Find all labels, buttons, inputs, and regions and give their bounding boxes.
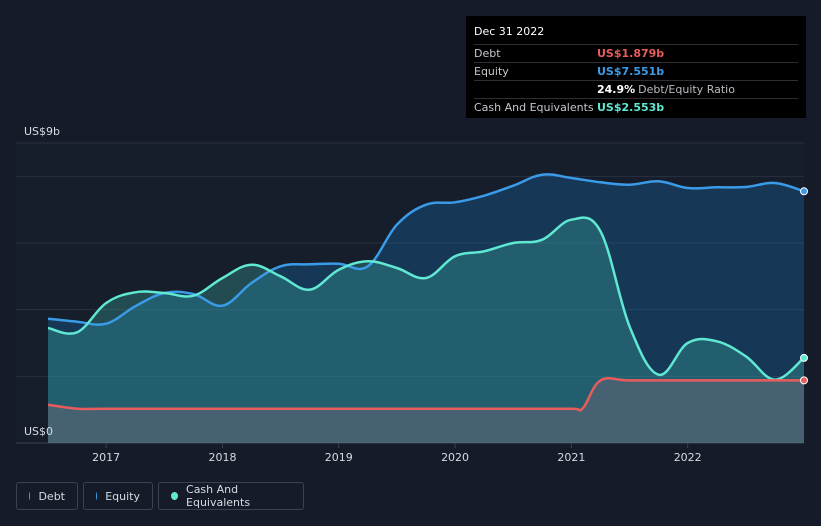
chart-end-markers: [800, 187, 808, 385]
legend-label-cash: Cash And Equivalents: [186, 483, 251, 509]
tooltip-row-ratio: 24.9% Debt/Equity Ratio: [474, 80, 798, 98]
x-tick-label: 2017: [92, 451, 120, 464]
plot-background: [16, 143, 804, 443]
cash-and-equivalents-line: [47, 216, 805, 381]
equity-line: [47, 173, 805, 326]
legend-label-equity: Equity: [105, 489, 140, 503]
chart-areas: [48, 174, 804, 443]
tooltip-label-equity: Equity: [474, 65, 509, 78]
tooltip-row-debt: Debt US$1.879b: [474, 44, 798, 62]
x-tick-label: 2019: [325, 451, 353, 464]
equity-legend-dot-icon: [96, 492, 98, 500]
cash-and-equivalents-end-marker: [800, 353, 808, 362]
tooltip-label-debt: Debt: [474, 47, 501, 60]
tooltip-row-equity: Equity US$7.551b: [474, 62, 798, 80]
debt-area: [48, 378, 804, 443]
legend-item-equity[interactable]: Equity: [83, 482, 153, 510]
legend-item-debt[interactable]: Debt: [16, 482, 78, 510]
legend-label-debt: Debt: [38, 489, 65, 503]
tooltip-value-equity: US$7.551b: [597, 65, 665, 78]
y-axis-bottom-label: US$0: [24, 425, 53, 438]
tooltip-label-cash: Cash And Equivalents: [474, 101, 594, 114]
debt-line: [47, 376, 804, 412]
chart-grid: [16, 142, 804, 444]
tooltip-value-ratio: 24.9%: [597, 83, 636, 96]
tooltip-ratio-caption: Debt/Equity Ratio: [638, 83, 735, 96]
cash-and-equivalents-area: [48, 217, 804, 443]
debt-end-marker: [800, 376, 808, 385]
y-axis-top-label: US$9b: [24, 125, 60, 138]
tooltip-value-debt: US$1.879b: [597, 47, 665, 60]
x-tick-label: 2020: [441, 451, 469, 464]
x-tick-label: 2018: [208, 451, 236, 464]
equity-area: [48, 174, 804, 443]
tooltip-value-cash: US$2.553b: [597, 101, 665, 114]
legend-item-cash[interactable]: Cash And Equivalents: [158, 482, 304, 510]
tooltip-date: Dec 31 2022: [474, 25, 545, 38]
x-tick-label: 2021: [557, 451, 585, 464]
debt-legend-dot-icon: [29, 492, 31, 500]
tooltip-panel: Dec 31 2022 Debt US$1.879b Equity US$7.5…: [466, 16, 806, 118]
equity-end-marker: [800, 187, 808, 196]
x-tick-label: 2022: [674, 451, 702, 464]
tooltip-row-cash: Cash And Equivalents US$2.553b: [474, 98, 798, 116]
cash-legend-dot-icon: [171, 492, 179, 500]
chart-lines: [47, 173, 805, 412]
x-axis: 2017 2018 2019 2020 2021 2022: [92, 443, 702, 464]
